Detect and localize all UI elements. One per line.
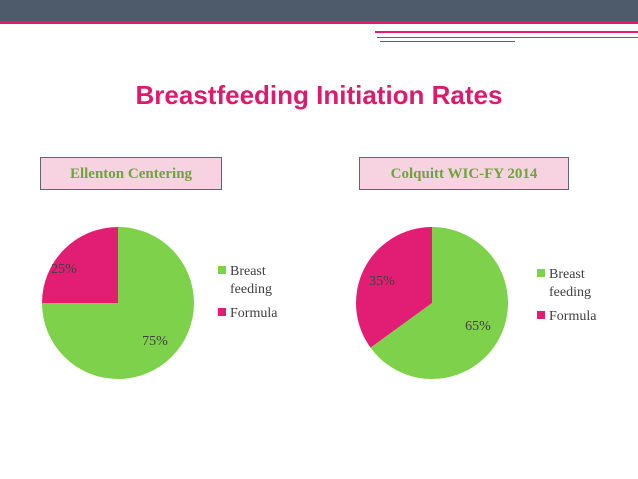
pie2-legend-label-formula: Formula	[549, 309, 597, 324]
pie1-legend-swatch-breast-feeding	[218, 266, 226, 274]
pie1-legend-label-breast-feeding: Breast	[230, 264, 266, 279]
pie1-data-label-formula: 25%	[51, 262, 77, 277]
pie2-legend-label-breast-feeding: feeding	[549, 285, 591, 300]
pie2-legend-swatch-formula	[537, 311, 545, 319]
chart-title-colquitt: Colquitt WIC-FY 2014	[359, 157, 569, 190]
accent-line-right	[375, 31, 638, 33]
pie1-legend-label-breast-feeding: feeding	[230, 282, 272, 297]
accent-line-short	[380, 41, 515, 42]
pie1-slice-formula	[42, 227, 118, 303]
accent-line-thin	[377, 37, 638, 38]
pie2-legend-swatch-breast-feeding	[537, 269, 545, 277]
top-accent-line	[0, 21, 638, 24]
slide-top-bar	[0, 0, 638, 21]
pie2-legend-label-breast-feeding: Breast	[549, 267, 585, 282]
slide-title: Breastfeeding Initiation Rates	[135, 80, 503, 110]
pie2-slice-formula	[355, 226, 432, 348]
pie2-data-label-formula: 35%	[369, 274, 395, 289]
pie2-data-label-breast-feeding: 65%	[465, 319, 491, 334]
chart-title-ellenton: Ellenton Centering	[40, 157, 222, 190]
pie1-legend-swatch-formula	[218, 308, 226, 316]
pie1-legend-label-formula: Formula	[230, 306, 278, 321]
pie2-slice-breast-feeding	[370, 227, 508, 380]
pie1-data-label-breast-feeding: 75%	[142, 334, 168, 349]
